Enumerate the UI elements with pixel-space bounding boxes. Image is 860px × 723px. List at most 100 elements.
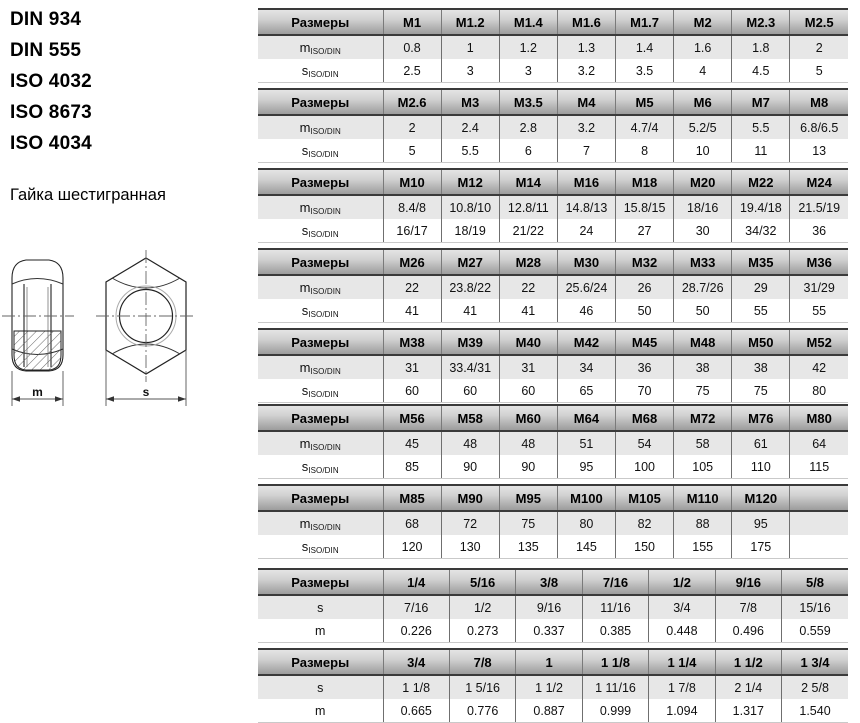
- data-cell: 0.273: [448, 619, 517, 643]
- data-cell: 110: [731, 455, 791, 479]
- data-cell: 38: [731, 355, 791, 379]
- data-cell: 80: [789, 379, 848, 403]
- row-label-subscript: ISO/DIN: [310, 207, 341, 216]
- table-data-row: sISO/DIN 120 130 135 145 150 155 175: [258, 535, 848, 559]
- header-size-cell: 7/8: [448, 648, 517, 676]
- row-label-subscript: ISO/DIN: [310, 287, 341, 296]
- data-cell: 48: [440, 431, 500, 455]
- data-cell: 5.2/5: [673, 115, 733, 139]
- data-cell: [789, 511, 848, 535]
- data-cell: 18/19: [440, 219, 500, 243]
- data-cell: 60: [382, 379, 442, 403]
- header-size-cell: M60: [498, 404, 558, 432]
- data-cell: 9/16: [515, 595, 583, 619]
- header-size-cell: 1 1/4: [648, 648, 716, 676]
- row-label-subscript: ISO/DIN: [308, 390, 339, 399]
- row-label-main: m: [299, 120, 311, 135]
- data-cell: 36: [614, 355, 675, 379]
- header-size-cell: M58: [440, 404, 500, 432]
- header-size-cell: M3.5: [498, 88, 558, 116]
- data-cell: 55: [789, 299, 848, 323]
- data-cell: 31: [382, 355, 442, 379]
- table-header-row: Размеры M38 M39 M40 M42 M45 M48 M50 M52: [258, 328, 848, 356]
- data-cell: 45: [382, 431, 442, 455]
- hex-nut-drawing-svg: m s: [2, 250, 196, 406]
- row-label-s: sISO/DIN: [258, 219, 384, 243]
- header-size-cell: M2.3: [731, 8, 791, 36]
- header-size-cell: 1 3/4: [781, 648, 848, 676]
- data-cell: 1 1/8: [382, 675, 450, 699]
- dimensions-table: Размеры M26 M27 M28 M30 M32 M33 M35 M36 mISO/DIN 2…: [258, 248, 848, 323]
- dimension-m: [11, 371, 64, 406]
- data-cell: 7/8: [714, 595, 783, 619]
- header-size-cell: M1.6: [556, 8, 617, 36]
- header-size-cell: M45: [614, 328, 675, 356]
- row-label-main: s: [301, 459, 309, 474]
- data-cell: 55: [731, 299, 791, 323]
- data-cell: 2.8: [498, 115, 558, 139]
- data-cell: 34/32: [731, 219, 791, 243]
- hex-nut-technical-drawing: m s: [0, 240, 200, 420]
- data-cell: 5: [382, 139, 442, 163]
- data-cell: 1.8: [731, 35, 791, 59]
- data-cell: 10: [673, 139, 733, 163]
- data-cell: 65: [556, 379, 617, 403]
- data-cell: 1.094: [648, 699, 716, 723]
- header-size-cell: 1/2: [648, 568, 716, 596]
- data-cell: 155: [673, 535, 733, 559]
- standard-item: ISO 8673: [10, 102, 92, 123]
- data-cell: 0.776: [448, 699, 517, 723]
- row-label-main: s: [301, 143, 309, 158]
- data-cell: 7: [556, 139, 617, 163]
- header-size-cell: M1.2: [440, 8, 500, 36]
- data-cell: 58: [673, 431, 733, 455]
- data-cell: 12.8/11: [498, 195, 558, 219]
- data-cell: 80: [556, 511, 617, 535]
- header-sizes-label: Размеры: [258, 484, 384, 512]
- data-cell: 36: [789, 219, 848, 243]
- data-cell: 8.4/8: [382, 195, 442, 219]
- data-cell: 3.5: [614, 59, 675, 83]
- header-size-cell: M110: [673, 484, 733, 512]
- spec-table-metric-2: Размеры M2.6 M3 M3.5 M4 M5 M6 M7 M8 mISO/DIN 2 2.4 2…: [258, 88, 848, 163]
- data-cell: 42: [789, 355, 848, 379]
- row-label-subscript: ISO/DIN: [308, 70, 339, 79]
- table-header-row: Размеры M56 M58 M60 M64 M68 M72 M76 M80: [258, 404, 848, 432]
- dimensions-table: Размеры M85 M90 M95 M100 M105 M110 M120 mISO/DIN…: [258, 484, 848, 559]
- spec-table-metric-7: Размеры M85 M90 M95 M100 M105 M110 M120 mISO/DIN…: [258, 484, 848, 559]
- header-size-cell: M35: [731, 248, 791, 276]
- data-cell: 1/2: [448, 595, 517, 619]
- data-cell: 51: [556, 431, 617, 455]
- table-data-row: mISO/DIN 8.4/8 10.8/10 12.8/11 14.8/13 15.8/1…: [258, 195, 848, 219]
- data-cell: 46: [556, 299, 617, 323]
- data-cell: 1 1/2: [515, 675, 583, 699]
- header-size-cell: M68: [614, 404, 675, 432]
- dimension-m-label: m: [32, 385, 43, 399]
- header-size-cell: M56: [382, 404, 442, 432]
- row-label-main: s: [301, 383, 309, 398]
- row-label-main: m: [299, 280, 311, 295]
- table-header-row: Размеры M1 M1.2 M1.4 M1.6 M1.7 M2 M2.3 M2.5: [258, 8, 848, 36]
- data-cell: 105: [673, 455, 733, 479]
- data-cell: 11/16: [581, 595, 650, 619]
- data-cell: 31: [498, 355, 558, 379]
- header-size-cell: M120: [731, 484, 791, 512]
- dimensions-table: Размеры M1 M1.2 M1.4 M1.6 M1.7 M2 M2.3 M2.5 mISO/…: [258, 8, 848, 83]
- row-label-s: sISO/DIN: [258, 455, 384, 479]
- data-cell: 38: [673, 355, 733, 379]
- header-size-cell: M50: [731, 328, 791, 356]
- row-label-main: m: [299, 360, 311, 375]
- header-size-cell: M2.5: [789, 8, 848, 36]
- data-cell: 61: [731, 431, 791, 455]
- data-cell: 135: [498, 535, 558, 559]
- data-cell: 1 5/16: [448, 675, 517, 699]
- data-cell: 120: [382, 535, 442, 559]
- header-size-cell: M33: [673, 248, 733, 276]
- data-cell: 85: [382, 455, 442, 479]
- header-size-cell: 1: [515, 648, 583, 676]
- data-cell: 1 11/16: [581, 675, 650, 699]
- header-size-cell: M10: [382, 168, 442, 196]
- data-cell: 34: [556, 355, 617, 379]
- row-label-subscript: ISO/DIN: [310, 523, 341, 532]
- header-size-cell: 1/4: [382, 568, 450, 596]
